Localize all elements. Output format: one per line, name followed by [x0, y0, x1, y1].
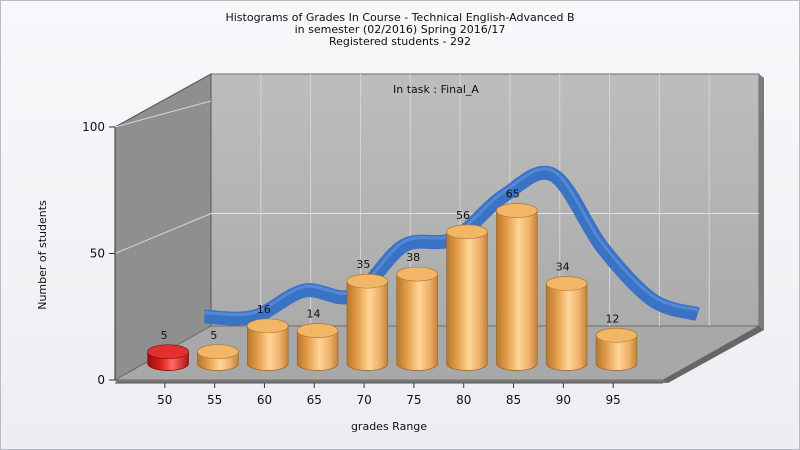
bar-value-label: 35 — [356, 258, 370, 271]
bar-value-label: 34 — [556, 261, 570, 274]
chart-title-line-1: Histograms of Grades In Course - Technic… — [225, 11, 575, 24]
x-tick-label: 65 — [307, 393, 322, 407]
bar-value-label: 56 — [456, 209, 470, 222]
bar-top — [496, 203, 538, 218]
side-gridline — [114, 213, 212, 254]
bar-top — [246, 318, 289, 334]
bar — [496, 203, 538, 371]
x-tick-label: 70 — [356, 393, 371, 407]
bar — [197, 344, 239, 371]
bar-bottom — [446, 363, 488, 371]
bar-value-label: 14 — [307, 308, 321, 321]
bar-top — [147, 344, 189, 360]
x-tick-label: 80 — [456, 393, 471, 407]
bar-bottom — [595, 363, 638, 371]
chart-title-line-2: in semester (02/2016) Spring 2016/17 — [294, 23, 506, 36]
bar-value-label: 5 — [210, 329, 217, 342]
floor-side-edge — [663, 326, 764, 383]
bar-top — [197, 344, 239, 360]
y-tick-label: 100 — [82, 120, 105, 134]
bar-value-label: 12 — [605, 312, 619, 325]
bar-bottom — [346, 363, 389, 371]
chart-title-line-3: Registered students - 292 — [328, 35, 472, 48]
bar-bottom — [496, 363, 538, 371]
y-axis-title: Number of students — [36, 200, 49, 310]
bar — [246, 318, 289, 371]
bar-bottom — [197, 363, 239, 371]
bar-body — [396, 266, 438, 371]
bar-top — [346, 273, 389, 289]
bar-top — [595, 327, 638, 343]
x-tick-label: 75 — [406, 393, 421, 407]
bar-value-label: 65 — [506, 188, 520, 201]
bar — [147, 344, 189, 371]
bar-bottom — [246, 363, 289, 371]
y-tick-label: 50 — [90, 247, 105, 261]
bar-top — [396, 266, 438, 282]
x-tick-label: 60 — [257, 393, 272, 407]
bar-top — [296, 323, 339, 338]
bar-bottom — [396, 363, 438, 371]
x-axis-title: grades Range — [351, 420, 427, 433]
bar-top — [446, 224, 488, 240]
bar — [595, 327, 638, 371]
side-gridline — [114, 100, 212, 128]
bar — [545, 276, 588, 371]
bar-body — [446, 224, 488, 371]
bar — [396, 266, 438, 371]
back-wall-edge — [759, 74, 764, 330]
bar-bottom — [296, 363, 339, 371]
floor-edge — [115, 380, 668, 383]
bar-value-label: 5 — [161, 329, 168, 342]
bar — [446, 224, 488, 371]
bar-bottom — [147, 363, 189, 371]
bar-body — [346, 273, 389, 371]
x-tick-label: 85 — [506, 393, 521, 407]
y-tick-label: 0 — [97, 373, 105, 387]
bar-top — [545, 276, 588, 291]
x-tick-label: 90 — [556, 393, 571, 407]
bar-value-label: 38 — [406, 251, 420, 264]
bar-bottom — [545, 363, 588, 371]
bar — [346, 273, 389, 371]
x-tick-label: 95 — [606, 393, 621, 407]
bar-body — [496, 203, 538, 371]
task-annotation: In task : Final_A — [393, 83, 479, 96]
x-tick-label: 55 — [207, 393, 222, 407]
bar — [296, 323, 339, 371]
x-tick-label: 50 — [157, 393, 172, 407]
bar-value-label: 16 — [257, 303, 271, 316]
